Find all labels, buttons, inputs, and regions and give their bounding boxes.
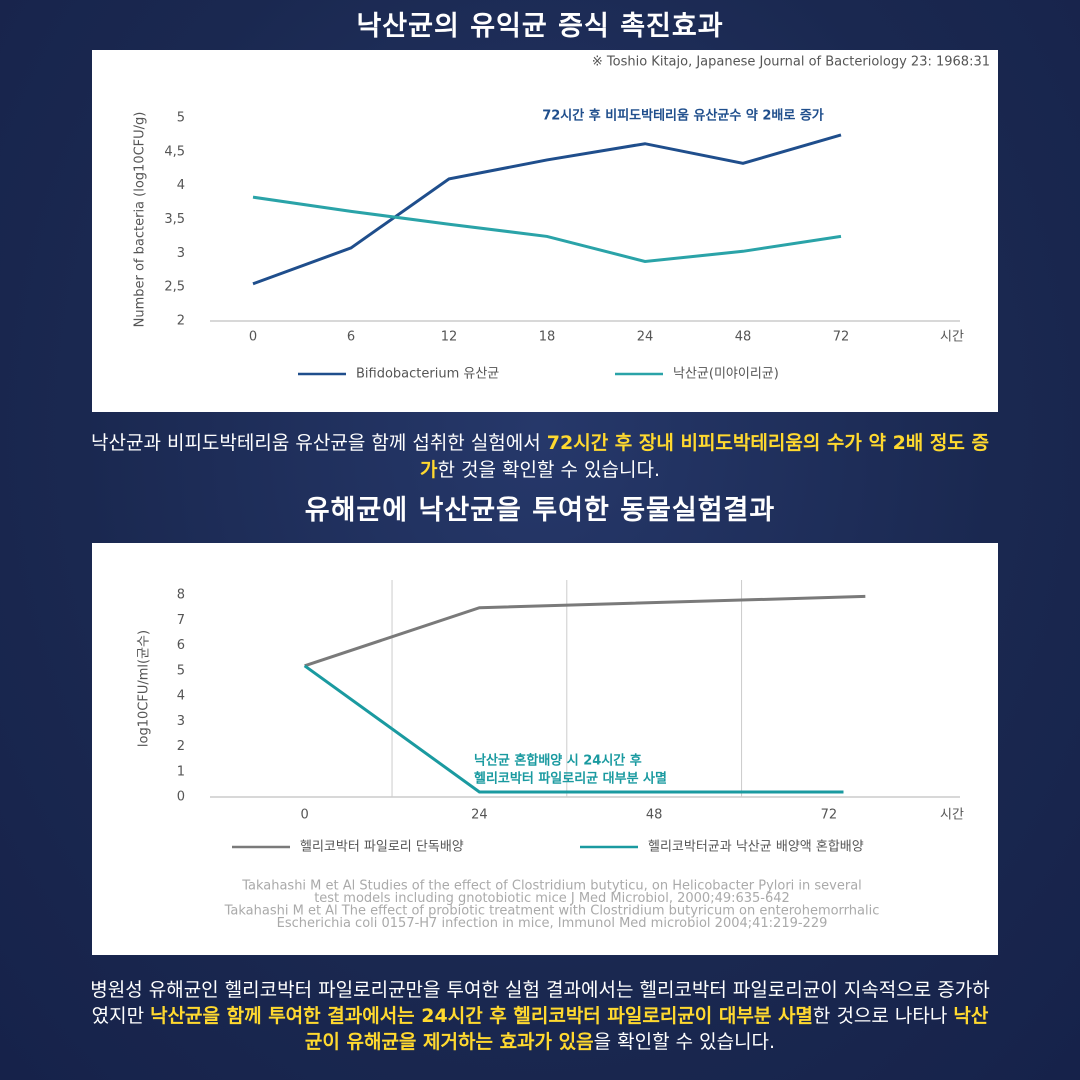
reference: test models including gnotobiotic mice J…: [314, 891, 790, 906]
y-tick-label: 8: [177, 588, 185, 603]
series-line: [252, 133, 842, 286]
x-tick-label: 72: [821, 808, 838, 823]
x-tick-label: 18: [539, 330, 556, 345]
x-tick-label: 24: [637, 330, 654, 345]
highlight-text: 낙산균이 유해균을 제거하는 효과가 있음: [304, 1005, 989, 1053]
y-tick-label: 4,5: [164, 144, 185, 159]
series-line: [252, 195, 842, 263]
section-heading: 유해균에 낙산균을 투여한 동물실험결과: [304, 495, 776, 526]
series-line: [303, 664, 844, 794]
x-tick-label: 6: [347, 330, 355, 345]
y-tick-label: 3: [177, 246, 185, 261]
source-note: ※ Toshio Kitajo, Japanese Journal of Bac…: [592, 55, 990, 70]
caption-text: 을 확인할 수 있습니다.: [593, 1031, 776, 1053]
y-tick-label: 2,5: [164, 280, 185, 295]
series-line: [304, 594, 866, 668]
chart: 0 24 48 72 시간 0 1 2 3 4 5 6 7 8 log10CFU/ml(균수) 헬리코박터 파…: [92, 543, 998, 955]
legend-label: 헬리코박터 파일로리 단독배양: [300, 840, 464, 855]
highlight-text: 72시간 후 장내 비피도박테리움의 수가 약 2배 정도 증가: [420, 432, 989, 481]
x-tick-label: 0: [301, 808, 309, 823]
caption-text: 낙산균과 비피도박테리움 유산균을 함께 섭취한 실험에서: [91, 432, 547, 454]
y-tick-label: 7: [177, 613, 185, 628]
y-tick-label: 6: [177, 638, 185, 653]
y-tick-label: 5: [177, 111, 185, 126]
x-tick-label: 72: [833, 330, 850, 345]
legend-label: 헬리코박터균과 낙산균 배양액 혼합배양: [648, 840, 864, 855]
legend-label: Bifidobacterium 유산균: [356, 367, 499, 382]
x-tick-label: 48: [646, 808, 663, 823]
y-tick-label: 2: [177, 314, 185, 329]
highlight-text: 낙산균을 함께 투여한 결과에서는 24시간 후 헬리코박터 파일로리균이 대부…: [150, 1005, 813, 1027]
section-heading: 낙산균의 유익균 증식 촉진효과: [356, 11, 724, 42]
x-axis-label: 시간: [940, 808, 964, 823]
y-tick-label: 4: [177, 689, 185, 704]
x-axis-label: 시간: [940, 330, 964, 345]
caption-text: 한 것으로 나타나: [812, 1005, 954, 1027]
y-tick-label: 0: [177, 790, 185, 805]
caption: 병원성 유해균인 헬리코박터 파일로리균만을 투여한 실험 결과에서는 헬리코박…: [90, 977, 990, 1055]
chart: 0 6 12 18 24 48 72 시간 2 2,5 3 3,5 4 4,5 5 Number of bac…: [92, 50, 998, 412]
y-axis-label: log10CFU/ml(균수): [137, 630, 152, 747]
y-tick-label: 1: [177, 764, 185, 779]
caption: 낙산균과 비피도박테리움 유산균을 함께 섭취한 실험에서 72시간 후 장내 …: [90, 430, 990, 484]
y-tick-label: 5: [177, 663, 185, 678]
y-tick-label: 3,5: [164, 212, 185, 227]
x-tick-label: 12: [441, 330, 458, 345]
annotation: 헬리코박터 파일로리균 대부분 사멸: [474, 771, 667, 787]
y-tick-label: 4: [177, 178, 185, 193]
x-tick-label: 24: [471, 808, 488, 823]
reference: Escherichia coli 0157-H7 infection in mi…: [277, 916, 828, 931]
x-tick-label: 48: [735, 330, 752, 345]
caption-text: 한 것을 확인할 수 있습니다.: [437, 459, 660, 481]
caption-text: 병원성 유해균인 헬리코박터 파일로리균만을 투여한 실험 결과에서는 헬리코박…: [90, 979, 990, 1027]
reference: Takahashi M et Al Studies of the effect …: [241, 879, 862, 894]
reference: Takahashi M et Al The effect of probioti…: [224, 904, 880, 919]
x-tick-label: 0: [249, 330, 257, 345]
legend-label: 낙산균(미야이리균): [673, 367, 779, 382]
y-tick-label: 2: [177, 739, 185, 754]
y-axis-label: Number of bacteria (log10CFU/g): [133, 112, 148, 328]
annotation: 72시간 후 비피도박테리움 유산균수 약 2배로 증가: [542, 108, 824, 124]
y-tick-label: 3: [177, 714, 185, 729]
annotation: 낙산균 혼합배양 시 24시간 후: [474, 753, 642, 769]
